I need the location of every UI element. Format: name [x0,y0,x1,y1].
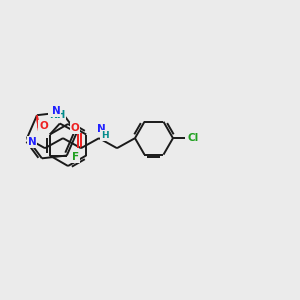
Text: NH: NH [49,110,65,119]
Text: N: N [52,106,60,116]
Text: Cl: Cl [188,133,199,143]
Text: H: H [101,131,109,140]
Text: N: N [28,137,36,147]
Text: O: O [39,121,48,131]
Text: N: N [97,124,105,134]
Text: O: O [70,123,80,133]
Text: F: F [72,152,79,161]
